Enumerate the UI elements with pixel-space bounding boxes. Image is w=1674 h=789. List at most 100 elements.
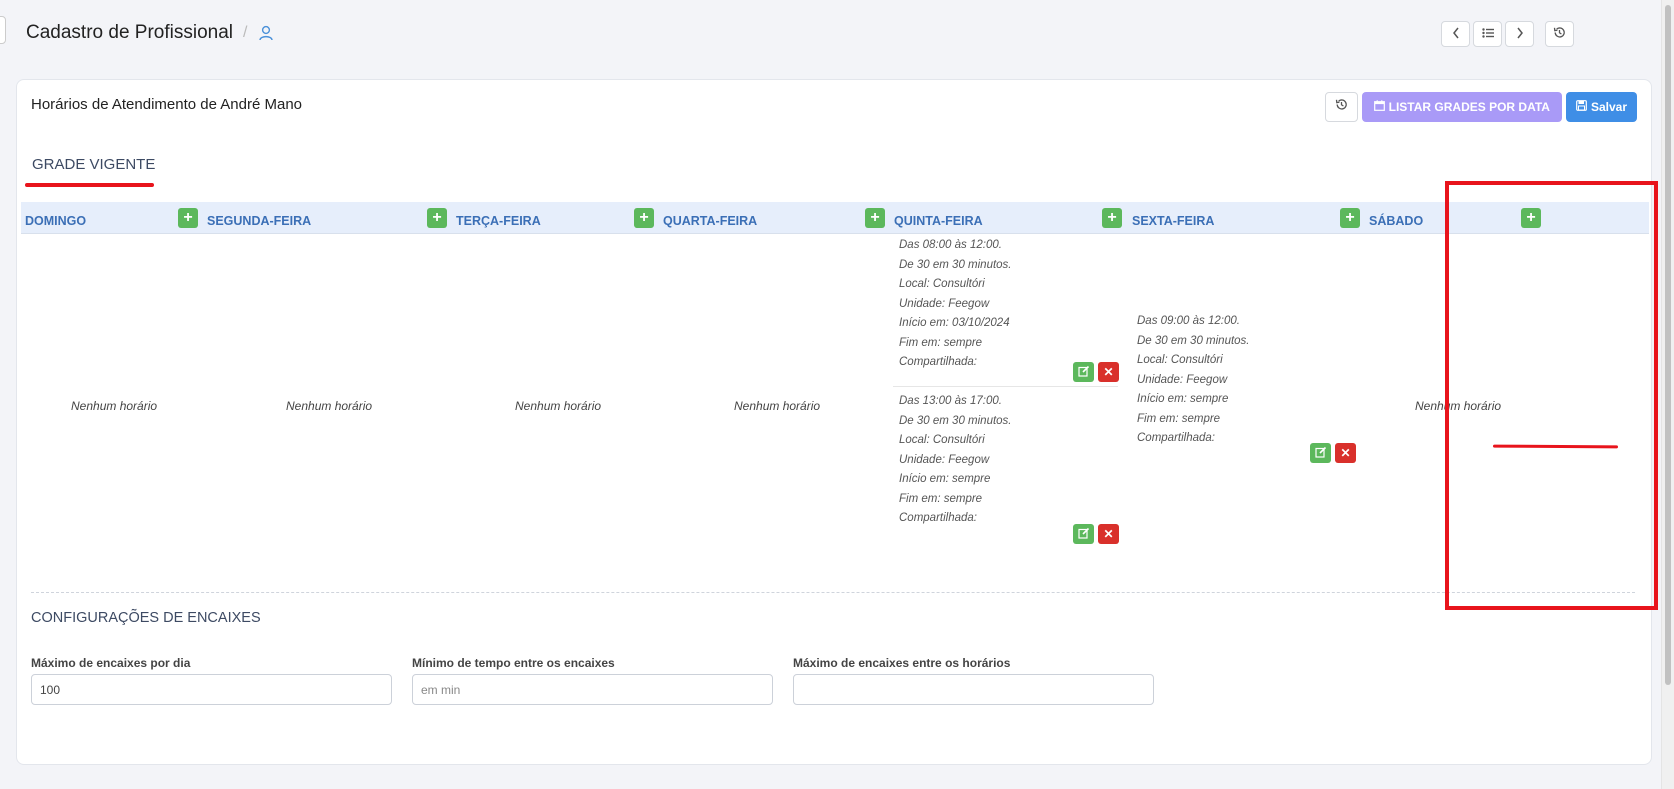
close-icon: ✕ (1103, 527, 1114, 541)
page-header: Cadastro de Profissional / (26, 22, 274, 44)
delete-slot-button[interactable]: ✕ (1098, 524, 1119, 544)
day-header-terca: TERÇA-FEIRA (456, 214, 541, 228)
save-button[interactable]: Salvar (1565, 92, 1637, 122)
edit-slot-button[interactable] (1073, 524, 1094, 544)
plus-icon: + (1345, 209, 1355, 226)
day-header-sabado: SÁBADO (1369, 214, 1424, 228)
day-header-segunda: SEGUNDA-FEIRA (207, 214, 312, 228)
plus-icon: + (870, 209, 880, 226)
add-slot-segunda-button[interactable]: + (427, 208, 447, 228)
chevron-right-icon (1516, 27, 1524, 42)
max-encaixes-dia-label: Máximo de encaixes por dia (31, 656, 191, 670)
entry-line: Unidade: Feegow (1137, 373, 1228, 386)
edit-slot-button[interactable] (1073, 362, 1094, 382)
edit-icon (1077, 365, 1090, 380)
entry-line: De 30 em 30 minutos. (1137, 334, 1250, 347)
schedule-table: DOMINGO + SEGUNDA-FEIRA + TERÇA-FEIRA + … (21, 202, 1649, 617)
empty-terca: Nenhum horário (515, 399, 602, 413)
edit-icon (1077, 527, 1090, 542)
entry-line: Local: Consultóri (1137, 354, 1223, 366)
schedule-entry-quinta-1: Das 08:00 às 12:00. De 30 em 30 minutos.… (899, 236, 1012, 373)
history-button[interactable] (1545, 21, 1574, 47)
next-button[interactable] (1505, 21, 1534, 47)
history-icon (1553, 26, 1566, 42)
card-title: Horários de Atendimento de André Mano (31, 96, 303, 113)
history-button[interactable] (1324, 92, 1358, 122)
min-tempo-encaixes-label: Mínimo de tempo entre os encaixes (412, 656, 615, 670)
max-encaixes-horarios-input[interactable] (793, 674, 1154, 705)
history-icon (1335, 98, 1348, 116)
side-toggle[interactable] (0, 16, 6, 44)
entry-line: Local: Consultóri (899, 434, 985, 446)
delete-slot-button[interactable]: ✕ (1335, 443, 1356, 463)
save-label: Salvar (1590, 100, 1627, 114)
add-slot-quarta-button[interactable]: + (865, 208, 885, 228)
empty-segunda: Nenhum horário (286, 399, 373, 413)
schedule-card: Horários de Atendimento de André Mano LI… (16, 79, 1652, 765)
scrollbar[interactable] (1661, 0, 1674, 789)
day-header-quarta: QUARTA-FEIRA (663, 214, 758, 228)
calendar-icon (1373, 100, 1385, 114)
list-grades-label: LISTAR GRADES POR DATA (1388, 100, 1550, 114)
add-slot-domingo-button[interactable]: + (178, 208, 198, 228)
entry-line: Compartilhada: (899, 356, 977, 368)
entry-line: Compartilhada: (899, 512, 977, 524)
entry-line: Fim em: sempre (899, 492, 983, 505)
plus-icon: + (639, 209, 649, 226)
add-slot-quinta-button[interactable]: + (1102, 208, 1122, 228)
grade-title: GRADE VIGENTE (32, 156, 156, 173)
empty-sabado: Nenhum horário (1415, 399, 1502, 413)
entry-line: Compartilhada: (1137, 432, 1215, 444)
save-icon (1576, 100, 1587, 114)
add-slot-sexta-button[interactable]: + (1340, 208, 1360, 228)
edit-slot-button[interactable] (1310, 443, 1331, 463)
plus-icon: + (183, 209, 193, 226)
user-icon[interactable] (259, 25, 274, 41)
empty-quarta: Nenhum horário (734, 399, 821, 413)
edit-icon (1314, 446, 1327, 461)
chevron-left-icon (1452, 27, 1460, 42)
entry-line: Fim em: sempre (1137, 412, 1221, 425)
plus-icon: + (432, 209, 442, 226)
day-header-quinta: QUINTA-FEIRA (894, 214, 983, 228)
entry-line: De 30 em 30 minutos. (899, 414, 1012, 427)
entry-line: Unidade: Feegow (899, 453, 990, 466)
max-encaixes-horarios-label: Máximo de encaixes entre os horários (793, 656, 1011, 670)
config-title: CONFIGURAÇÕES DE ENCAIXES (31, 610, 261, 626)
close-icon: ✕ (1103, 365, 1114, 379)
day-header-sexta: SEXTA-FEIRA (1132, 214, 1215, 228)
day-header-domingo: DOMINGO (25, 214, 87, 228)
page-title: Cadastro de Profissional (26, 22, 233, 43)
schedule-entry-quinta-2: Das 13:00 às 17:00. De 30 em 30 minutos.… (899, 392, 1012, 529)
entry-line: Das 13:00 às 17:00. (899, 395, 1002, 407)
schedule-entry-sexta-1: Das 09:00 às 12:00. De 30 em 30 minutos.… (1137, 312, 1250, 449)
add-slot-terca-button[interactable]: + (634, 208, 654, 228)
min-tempo-encaixes-input[interactable] (412, 674, 773, 705)
entry-line: Início em: sempre (1137, 393, 1229, 405)
entry-divider (893, 386, 1118, 387)
add-slot-sabado-button[interactable]: + (1521, 208, 1541, 228)
list-button[interactable] (1473, 21, 1502, 47)
scroll-thumb[interactable] (1665, 5, 1671, 685)
prev-button[interactable] (1441, 21, 1470, 47)
entry-line: Das 09:00 às 12:00. (1137, 315, 1240, 327)
entry-line: Início em: sempre (899, 473, 991, 485)
section-divider (31, 592, 1635, 593)
schedule-header: DOMINGO + SEGUNDA-FEIRA + TERÇA-FEIRA + … (21, 202, 1649, 234)
card-actions: LISTAR GRADES POR DATA Salvar (1324, 92, 1637, 122)
record-nav (1441, 21, 1574, 47)
plus-icon: + (1526, 209, 1536, 226)
max-encaixes-dia-input[interactable] (31, 674, 392, 705)
entry-line: De 30 em 30 minutos. (899, 258, 1012, 271)
breadcrumb-separator: / (243, 24, 248, 41)
entry-line: Local: Consultóri (899, 278, 985, 290)
entry-line: Unidade: Feegow (899, 297, 990, 310)
empty-domingo: Nenhum horário (71, 399, 158, 413)
list-icon (1481, 27, 1494, 41)
delete-slot-button[interactable]: ✕ (1098, 362, 1119, 382)
entry-line: Fim em: sempre (899, 336, 983, 349)
annotation-underline (25, 183, 154, 187)
close-icon: ✕ (1340, 446, 1351, 460)
entry-line: Início em: 03/10/2024 (899, 317, 1010, 329)
list-grades-button[interactable]: LISTAR GRADES POR DATA (1361, 92, 1562, 122)
